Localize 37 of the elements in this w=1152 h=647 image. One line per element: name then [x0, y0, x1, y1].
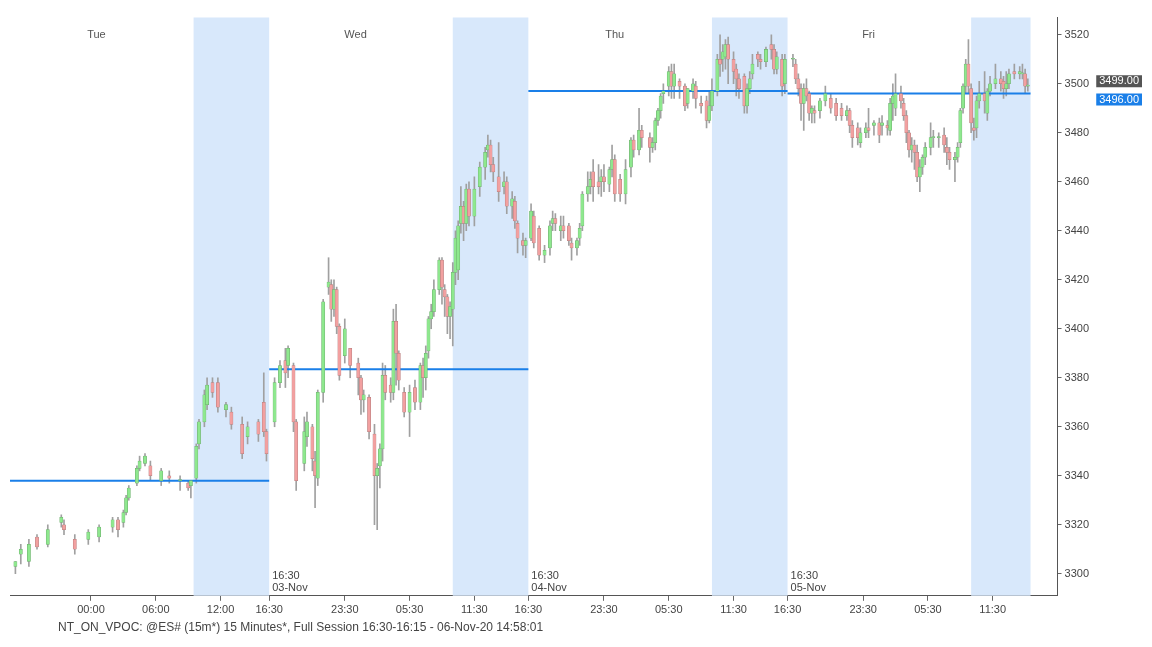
annotation: Thu [605, 28, 625, 41]
annotation: 16:30 04-Nov [531, 569, 568, 594]
text: 3496.00 [1099, 92, 1139, 105]
y-tick-label: 3380 [1064, 370, 1090, 383]
y-tick-label: 3480 [1064, 125, 1090, 138]
y-tick-label: 3400 [1064, 321, 1090, 334]
annotation: Wed [344, 28, 367, 41]
y-tick-label: 3360 [1064, 419, 1090, 432]
x-tick-label: 05:30 [654, 603, 683, 616]
annotation: Fri [862, 28, 875, 41]
x-tick-label: 23:30 [331, 603, 359, 616]
x-tick-label: 16:30 [255, 603, 283, 616]
y-tick-label: 3500 [1064, 76, 1090, 89]
x-tick-label: 11:30 [979, 603, 1007, 616]
annotation: Tue [87, 28, 106, 41]
y-tick-label: 3300 [1064, 566, 1090, 579]
annotation: 16:30 03-Nov [272, 569, 309, 594]
x-tick-label: 16:30 [514, 603, 543, 616]
x-tick-label: 12:00 [206, 603, 235, 616]
annotation: 16:30 05-Nov [790, 569, 827, 594]
text: NT_ON_VPOC: @ES# (15m*) 15 Minutes*, Full Session 16:30-16:15 - 06-Nov-20 14:58:01 [58, 620, 545, 634]
x-tick-label: 05:30 [395, 603, 424, 616]
x-tick-label: 00:00 [77, 603, 105, 616]
x-tick-label: 23:30 [590, 603, 618, 616]
x-tick-label: 16:30 [773, 603, 802, 616]
text: 3499.00 [1099, 74, 1139, 87]
y-tick-label: 3420 [1064, 272, 1090, 285]
y-tick-label: 3340 [1064, 468, 1090, 481]
x-tick-label: 06:00 [142, 603, 170, 616]
x-tick-label: 11:30 [720, 603, 747, 616]
y-tick-label: 3460 [1064, 174, 1090, 187]
y-tick-label: 3320 [1064, 517, 1090, 530]
x-tick-label: 05:30 [914, 603, 942, 616]
x-tick-label: 23:30 [849, 603, 877, 616]
y-tick-label: 3520 [1064, 27, 1090, 40]
x-tick-label: 11:30 [461, 603, 488, 616]
y-tick-label: 3440 [1064, 223, 1090, 236]
